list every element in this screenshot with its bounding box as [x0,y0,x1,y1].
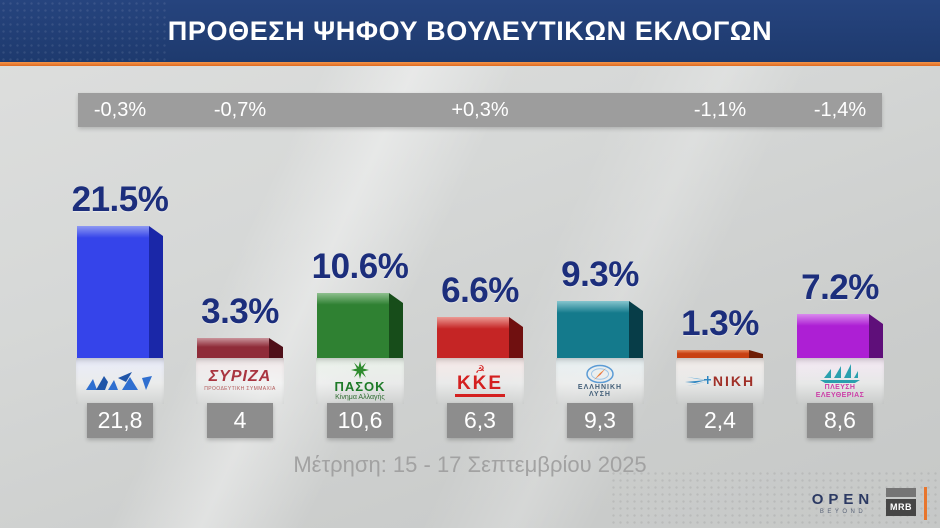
wing-icon [684,376,711,386]
percent-label-elliniki-lysi: 9.3% [561,255,639,294]
previous-value-niki: 2,4 [687,403,753,438]
previous-value-nd: 21,8 [87,403,153,438]
plefsi-logo-line2: ΕΛΕΥΘΕΡΙΑΣ [815,391,865,399]
bar-elliniki-lysi [557,301,643,358]
change-label-syriza: -0,7% [213,99,267,121]
orange-accent-line [0,62,940,66]
previous-value-elliniki-lysi: 9,3 [567,403,633,438]
change-label-plefsi: -1,4% [813,99,867,121]
elliniki-lysi-logo-line2: ΛΥΣΗ [589,391,611,398]
niki-logo: ΝΙΚΗ [684,373,756,389]
pasok-logo: ΠΑΣΟΚ Κίνημα Αλλαγής [334,360,386,402]
party-column-elliniki-lysi: 9.3% ΕΛΛΗΝΙΚΗ ΛΥΣΗ 9,3 [540,140,660,450]
pasok-logo-subtext: Κίνημα Αλλαγής [335,394,385,402]
bar-plefsi [797,314,883,358]
party-column-plefsi: 7.2% ΠΛΕΥΣΗ ΕΛΕΥΘΕΡΙΑΣ 8,6 [780,140,900,450]
title-bar: ΠΡΟΘΕΣΗ ΨΗΦΟΥ ΒΟΥΛΕΥΤΙΚΩΝ ΕΚΛΟΓΩΝ [0,0,940,62]
plefsi-logo-line1: ΠΛΕΥΣΗ [824,384,856,392]
change-label-nd: -0,3% [93,99,147,121]
bar-pasok [317,293,403,358]
compass-icon [586,364,614,383]
nd-flag-logo-icon [86,372,152,390]
kke-logo-text: ΚΚΕ [454,374,506,397]
open-logo-text: OPEN [811,491,875,508]
syriza-logo-text: ΣΥΡΙΖΑ [208,368,272,386]
party-column-kke: 6.6% ☭ ΚΚΕ 6,3 [420,140,540,450]
mrb-logo-text: MRB [886,499,916,516]
plefsi-logo: ΠΛΕΥΣΗ ΕΛΕΥΘΕΡΙΑΣ [816,363,864,399]
previous-value-plefsi: 8,6 [807,403,873,438]
niki-logo-text: ΝΙΚΗ [712,373,756,389]
bar-kke [437,317,523,358]
party-column-pasok: 10.6% ΠΑΣΟΚ Κίνημα Αλλαγής 10,6 [300,140,420,450]
sailboat-icon [820,364,860,384]
percent-label-niki: 1.3% [681,304,759,343]
pasok-sun-icon [350,360,369,379]
page-title: ΠΡΟΘΕΣΗ ΨΗΦΟΥ ΒΟΥΛΕΥΤΙΚΩΝ ΕΚΛΟΓΩΝ [167,15,773,46]
niki-logo-panel: ΝΙΚΗ [676,358,764,404]
elliniki-lysi-logo-line1: ΕΛΛΗΝΙΚΗ [577,383,623,391]
pasok-logo-panel: ΠΑΣΟΚ Κίνημα Αλλαγής [316,358,404,404]
previous-value-syriza: 4 [207,403,273,438]
percent-label-nd: 21.5% [71,180,169,219]
open-logo-subtext: BEYOND [819,509,867,515]
pasok-logo-text: ΠΑΣΟΚ [334,378,386,394]
percent-label-syriza: 3.3% [201,292,279,331]
hammer-sickle-icon: ☭ [475,362,485,376]
change-label-kke: +0,3% [451,99,509,121]
elliniki-lysi-logo-panel: ΕΛΛΗΝΙΚΗ ΛΥΣΗ [556,358,644,404]
previous-value-kke: 6,3 [447,403,513,438]
kke-logo: ☭ ΚΚΕ [454,362,506,397]
mrb-logo-bar [886,488,916,497]
mrb-logo: MRB [886,488,916,516]
orange-tick-mark [924,487,927,520]
kke-logo-panel: ☭ ΚΚΕ [436,358,524,404]
syriza-logo-subtext: ΠΡΟΟΔΕΥΤΙΚΗ ΣΥΜΜΑΧΙΑ [204,386,276,393]
syriza-logo-panel: ΣΥΡΙΖΑ ΠΡΟΟΔΕΥΤΙΚΗ ΣΥΜΜΑΧΙΑ [196,358,284,404]
bar-niki [677,350,763,358]
bar-syriza [197,338,283,358]
change-label-niki: -1,1% [693,99,747,121]
percent-label-plefsi: 7.2% [801,268,879,307]
plefsi-logo-panel: ΠΛΕΥΣΗ ΕΛΕΥΘΕΡΙΑΣ [796,358,884,404]
percent-label-pasok: 10.6% [311,247,409,286]
measurement-note: Μέτρηση: 15 - 17 Σεπτεμβρίου 2025 [293,452,647,477]
party-column-niki: 1.3% ΝΙΚΗ 2,4 [660,140,780,450]
nd-logo-panel [76,358,164,404]
change-band: -0,3% -0,7% +0,3% -1,1% -1,4% [78,93,882,127]
percent-label-kke: 6.6% [441,271,519,310]
syriza-logo: ΣΥΡΙΖΑ ΠΡΟΟΔΕΥΤΙΚΗ ΣΥΜΜΑΧΙΑ [204,369,276,392]
bar-nd [77,226,163,358]
party-column-syriza: 3.3% ΣΥΡΙΖΑ ΠΡΟΟΔΕΥΤΙΚΗ ΣΥΜΜΑΧΙΑ 4 [180,140,300,450]
party-column-nd: 21.5% 21,8 [60,140,180,450]
open-channel-logo: OPEN BEYOND [806,491,880,515]
previous-value-pasok: 10,6 [327,403,393,438]
elliniki-lysi-logo: ΕΛΛΗΝΙΚΗ ΛΥΣΗ [578,364,622,399]
